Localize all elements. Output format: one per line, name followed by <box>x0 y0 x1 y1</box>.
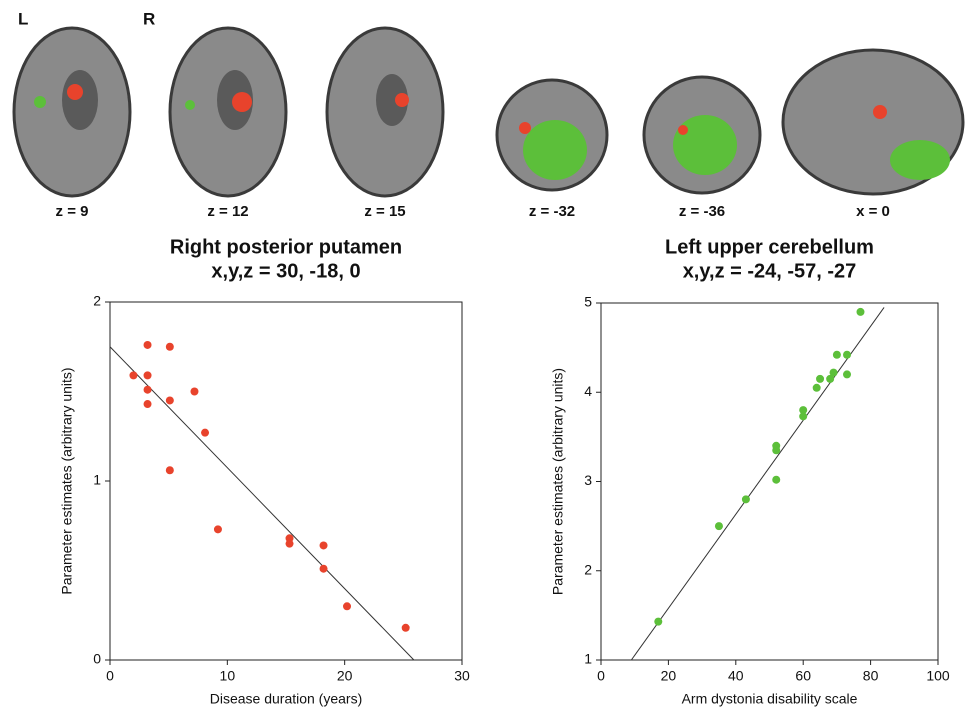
data-point <box>343 602 351 610</box>
y-tick-label: 5 <box>584 294 592 310</box>
slice-label: z = 9 <box>56 203 89 220</box>
slice-label: x = 0 <box>856 203 890 220</box>
data-point <box>214 525 222 533</box>
data-point <box>715 522 723 530</box>
data-point <box>772 442 780 450</box>
brain-images: L R z = 9 z = 12 z = 15 z = -32 z = -36 … <box>14 9 963 219</box>
figure: L R z = 9 z = 12 z = 15 z = -32 z = -36 … <box>0 0 970 713</box>
fit-line <box>110 347 414 660</box>
page: L R z = 9 z = 12 z = 15 z = -32 z = -36 … <box>0 0 970 713</box>
activation <box>232 92 252 112</box>
x-tick-label: 0 <box>106 668 114 684</box>
y-tick-label: 4 <box>584 383 592 399</box>
x-axis-label: Disease duration (years) <box>210 691 363 707</box>
x-tick-label: 100 <box>926 668 950 684</box>
data-point <box>830 369 838 377</box>
data-point <box>144 371 152 379</box>
data-point <box>144 341 152 349</box>
y-axis-label: Parameter estimates (arbitrary units) <box>59 367 75 594</box>
x-tick-label: 0 <box>597 668 605 684</box>
x-tick-label: 30 <box>454 668 470 684</box>
y-tick-label: 3 <box>584 472 592 488</box>
data-point <box>742 495 750 503</box>
data-point <box>320 541 328 549</box>
y-tick-label: 2 <box>93 293 101 309</box>
data-point <box>166 396 174 404</box>
slice-label: z = -32 <box>529 203 575 220</box>
data-point <box>320 565 328 573</box>
data-point <box>144 400 152 408</box>
slice-label: z = -36 <box>679 203 725 220</box>
y-axis-label: Parameter estimates (arbitrary units) <box>550 368 566 595</box>
activation <box>673 115 737 175</box>
data-point <box>286 540 294 548</box>
data-point <box>813 384 821 392</box>
x-tick-label: 40 <box>728 668 744 684</box>
x-tick-label: 20 <box>661 668 677 684</box>
slice-label: z = 12 <box>207 203 248 220</box>
activation <box>523 120 587 180</box>
data-point <box>190 388 198 396</box>
y-tick-label: 0 <box>93 651 101 667</box>
data-point <box>772 476 780 484</box>
slice-label: z = 15 <box>364 203 405 220</box>
data-point <box>654 618 662 626</box>
activation <box>678 125 688 135</box>
plot-frame <box>110 302 462 660</box>
data-point <box>843 370 851 378</box>
y-tick-label: 1 <box>584 651 592 667</box>
x-tick-label: 60 <box>795 668 811 684</box>
x-axis-label: Arm dystonia disability scale <box>682 691 858 707</box>
chart-subtitle: x,y,z = 30, -18, 0 <box>211 260 360 282</box>
data-point <box>856 308 864 316</box>
activation <box>519 122 531 134</box>
x-tick-label: 10 <box>220 668 236 684</box>
activation <box>185 100 195 110</box>
chart-title: Right posterior putamen <box>170 236 402 258</box>
side-label: R <box>143 9 155 28</box>
data-point <box>799 406 807 414</box>
data-point <box>843 351 851 359</box>
data-point <box>166 343 174 351</box>
plot-frame <box>601 303 938 660</box>
x-tick-label: 20 <box>337 668 353 684</box>
ventricle <box>62 70 98 130</box>
data-point <box>402 624 410 632</box>
x-tick-label: 80 <box>863 668 879 684</box>
data-point <box>833 351 841 359</box>
activation <box>34 96 46 108</box>
data-point <box>816 375 824 383</box>
data-point <box>129 371 137 379</box>
activation <box>890 140 950 180</box>
data-point <box>166 466 174 474</box>
chart-subtitle: x,y,z = -24, -57, -27 <box>683 260 857 282</box>
activation <box>395 93 409 107</box>
y-tick-label: 2 <box>584 561 592 577</box>
activation <box>873 105 887 119</box>
data-point <box>201 429 209 437</box>
fit-line <box>631 307 884 660</box>
side-label: L <box>18 9 28 28</box>
activation <box>67 84 83 100</box>
y-tick-label: 1 <box>93 472 101 488</box>
data-point <box>144 386 152 394</box>
chart-title: Left upper cerebellum <box>665 236 874 258</box>
